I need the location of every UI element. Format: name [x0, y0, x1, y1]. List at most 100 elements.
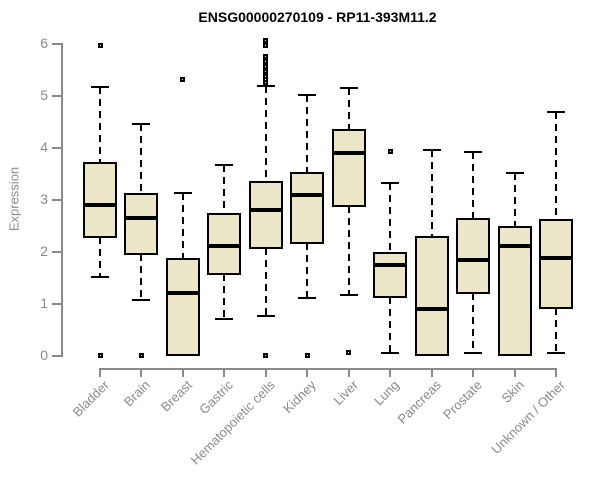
- box-liver: [331, 128, 366, 207]
- y-tick-label: 4: [40, 139, 48, 155]
- upper-whisker-line: [347, 88, 350, 130]
- box-unknown-other: [539, 218, 573, 310]
- lower-whisker-cap: [339, 294, 358, 297]
- lower-whisker-line: [347, 205, 350, 296]
- x-axis-tick: [99, 370, 101, 377]
- y-axis-tick: [52, 147, 61, 149]
- y-axis-tick: [52, 43, 61, 45]
- upper-whisker-line: [555, 112, 557, 220]
- median-line: [207, 243, 242, 248]
- y-tick-label: 5: [40, 87, 48, 103]
- chart-title: ENSG00000270109 - RP11-393M11.2: [198, 9, 437, 25]
- y-axis-tick: [52, 95, 61, 97]
- lower-whisker-cap: [381, 351, 400, 354]
- lower-whisker-line: [306, 243, 309, 298]
- upper-whisker-line: [264, 85, 267, 183]
- outlier-point: [263, 79, 269, 85]
- upper-whisker-cap: [173, 191, 192, 194]
- median-line: [290, 193, 325, 198]
- upper-whisker-line: [472, 152, 475, 219]
- outlier-point: [180, 76, 186, 82]
- y-tick-label: 3: [40, 191, 48, 207]
- median-line: [456, 257, 491, 262]
- x-axis-tick: [513, 370, 516, 377]
- median-line: [83, 203, 117, 208]
- upper-whisker-cap: [215, 164, 234, 167]
- median-line: [248, 207, 283, 212]
- lower-whisker-line: [99, 236, 101, 277]
- x-axis-tick: [389, 370, 392, 377]
- y-axis-tick: [52, 303, 61, 305]
- median-line: [497, 243, 532, 248]
- upper-whisker-line: [389, 182, 392, 253]
- upper-whisker-cap: [91, 86, 109, 89]
- lower-whisker-line: [389, 296, 392, 353]
- y-tick-label: 2: [40, 243, 48, 259]
- upper-whisker-line: [430, 149, 433, 238]
- outlier-point: [138, 352, 144, 358]
- outlier-point: [263, 37, 269, 43]
- y-tick-label: 6: [40, 35, 48, 51]
- outlier-point: [387, 148, 393, 154]
- median-line: [124, 216, 159, 221]
- x-axis-tick: [555, 370, 557, 377]
- lower-whisker-cap: [547, 351, 565, 354]
- lower-whisker-cap: [132, 299, 151, 302]
- y-axis-tick: [52, 251, 61, 253]
- median-line: [165, 290, 200, 295]
- upper-whisker-cap: [132, 122, 151, 125]
- x-axis-tick: [140, 370, 143, 377]
- lower-whisker-line: [472, 293, 475, 353]
- lower-whisker-cap: [256, 315, 275, 317]
- upper-whisker-line: [223, 165, 226, 214]
- upper-whisker-line: [99, 87, 101, 163]
- lower-whisker-cap: [298, 296, 317, 299]
- box-breast: [165, 257, 200, 356]
- outlier-point: [346, 349, 352, 355]
- box-pancreas: [414, 236, 449, 356]
- median-line: [373, 263, 408, 268]
- lower-whisker-line: [223, 273, 226, 319]
- upper-whisker-line: [513, 173, 516, 228]
- outlier-point: [304, 352, 310, 358]
- upper-whisker-cap: [298, 94, 317, 96]
- upper-whisker-cap: [381, 181, 400, 184]
- outlier-point: [263, 352, 269, 358]
- outlier-point: [263, 53, 269, 59]
- median-line: [539, 256, 573, 261]
- x-axis-tick: [306, 370, 309, 377]
- lower-whisker-line: [555, 308, 557, 353]
- y-axis-line: [61, 43, 63, 357]
- outlier-point: [263, 58, 269, 64]
- x-axis-tick: [181, 370, 184, 377]
- y-tick-label: 1: [40, 295, 48, 311]
- box-prostate: [456, 217, 491, 295]
- median-line: [331, 151, 366, 156]
- x-axis-tick: [430, 370, 433, 377]
- y-axis-tick: [52, 355, 61, 357]
- x-axis-tick: [347, 370, 350, 377]
- box-gastric: [207, 212, 242, 275]
- lower-whisker-line: [140, 253, 143, 301]
- x-axis-tick: [223, 370, 226, 377]
- upper-whisker-cap: [464, 151, 483, 154]
- upper-whisker-line: [140, 123, 143, 194]
- box-brain: [124, 192, 159, 255]
- upper-whisker-line: [181, 192, 184, 259]
- upper-whisker-cap: [505, 172, 524, 174]
- x-axis-tick: [472, 370, 475, 377]
- y-axis-tick: [52, 199, 61, 201]
- upper-whisker-cap: [547, 111, 565, 114]
- outlier-point: [263, 43, 269, 49]
- box-hematopoietic-cells: [248, 181, 283, 250]
- lower-whisker-line: [264, 248, 267, 316]
- upper-whisker-cap: [256, 84, 275, 87]
- upper-whisker-line: [306, 95, 309, 173]
- median-line: [414, 307, 449, 312]
- upper-whisker-cap: [339, 87, 358, 90]
- outlier-point: [97, 352, 103, 358]
- box-bladder: [83, 161, 117, 238]
- lower-whisker-cap: [91, 276, 109, 278]
